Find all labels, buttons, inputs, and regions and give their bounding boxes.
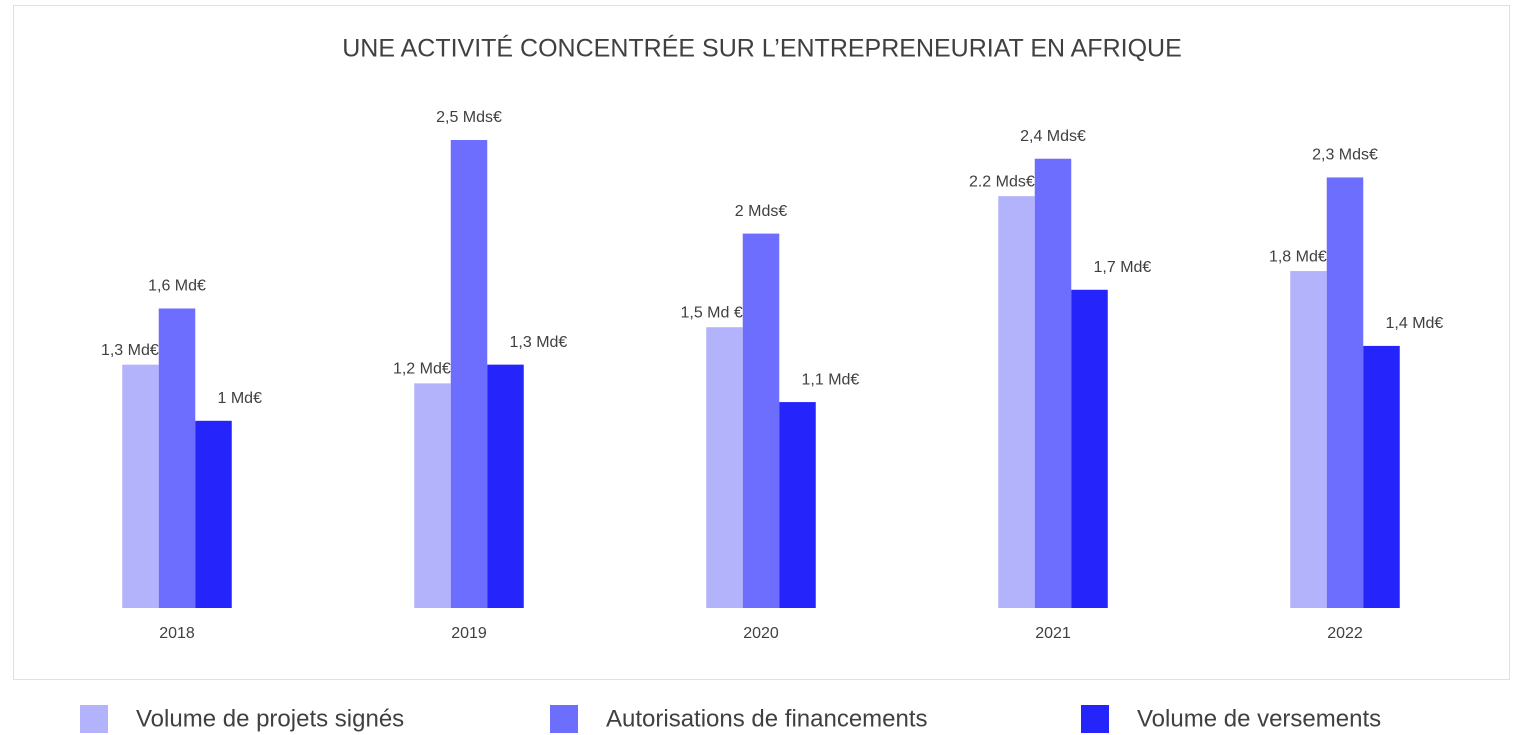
bar	[1363, 345, 1400, 608]
bar	[998, 196, 1035, 608]
x-tick-label: 2018	[159, 625, 195, 642]
value-label: 1,5 Md €	[680, 304, 742, 321]
value-label: 1,3 Md€	[101, 342, 159, 359]
bar	[122, 364, 159, 608]
bar	[706, 327, 743, 608]
x-tick-label: 2020	[743, 625, 779, 642]
legend-label: Volume de versements	[1137, 705, 1381, 732]
bar	[742, 233, 780, 608]
bar	[450, 140, 488, 608]
legend-swatch	[1081, 705, 1109, 733]
bar	[1290, 271, 1327, 608]
value-label: 2.2 Mds€	[969, 173, 1035, 190]
bar	[158, 308, 196, 608]
value-label: 1 Md€	[218, 390, 263, 407]
value-label: 1,6 Md€	[148, 278, 206, 295]
legend-label: Autorisations de financements	[606, 705, 928, 732]
bar	[195, 420, 232, 608]
bar	[414, 383, 451, 608]
value-label: 2,5 Mds€	[436, 109, 502, 126]
value-label: 1,3 Md€	[510, 334, 568, 351]
x-tick-label: 2022	[1327, 625, 1363, 642]
chart-title: UNE ACTIVITÉ CONCENTRÉE SUR L’ENTREPRENE…	[342, 34, 1182, 63]
value-label: 1,1 Md€	[802, 371, 860, 388]
value-label: 1,7 Md€	[1094, 259, 1152, 276]
x-tick-label: 2021	[1035, 625, 1071, 642]
legend-swatch	[80, 705, 108, 733]
value-label: 1,4 Md€	[1386, 315, 1444, 332]
value-label: 2 Mds€	[735, 203, 788, 220]
value-label: 2,4 Mds€	[1020, 128, 1086, 145]
legend-swatch	[550, 705, 578, 733]
bar	[1071, 289, 1108, 608]
value-label: 1,2 Md€	[393, 361, 451, 378]
legend-label: Volume de projets signés	[136, 705, 404, 732]
bar	[487, 364, 524, 608]
x-tick-label: 2019	[451, 625, 487, 642]
value-label: 1,8 Md€	[1269, 248, 1327, 265]
bar	[779, 402, 816, 608]
bar	[1326, 177, 1364, 608]
value-label: 2,3 Mds€	[1312, 147, 1378, 164]
bar	[1034, 158, 1072, 608]
